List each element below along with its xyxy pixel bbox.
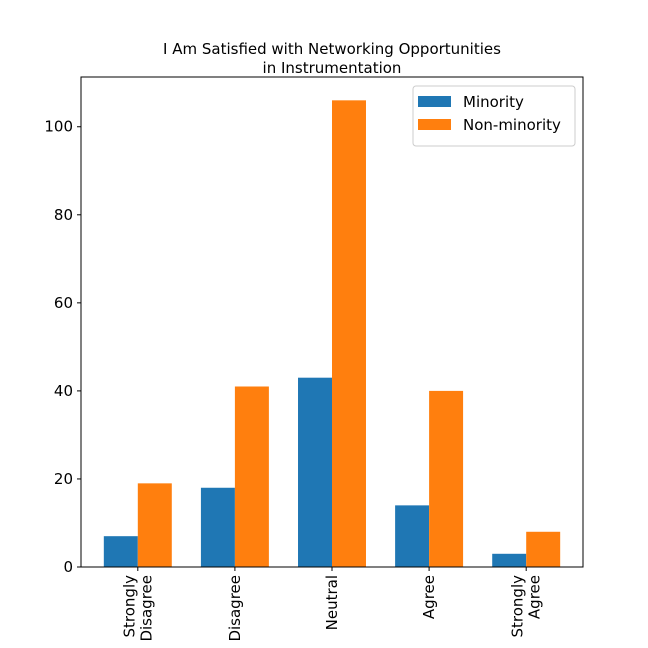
bar bbox=[492, 553, 527, 567]
x-tick-label: Disagree bbox=[226, 575, 244, 642]
x-tick-label: StronglyDisagree bbox=[120, 575, 155, 642]
chart-title: I Am Satisfied with Networking Opportuni… bbox=[163, 40, 501, 58]
bar bbox=[332, 100, 366, 567]
y-tick-label: 100 bbox=[44, 118, 73, 136]
bar bbox=[526, 531, 561, 567]
chart-title: in Instrumentation bbox=[263, 59, 402, 77]
bar bbox=[395, 505, 430, 567]
legend-swatch bbox=[418, 119, 451, 130]
legend-label: Non-minority bbox=[463, 116, 561, 134]
bar bbox=[137, 483, 172, 567]
bar bbox=[429, 390, 464, 567]
x-tick-label: Agree bbox=[420, 575, 438, 619]
legend-swatch bbox=[418, 96, 451, 107]
legend-label: Minority bbox=[463, 93, 524, 111]
y-tick-label: 0 bbox=[63, 558, 73, 576]
bar bbox=[200, 487, 235, 567]
bar bbox=[298, 377, 332, 567]
y-tick-label: 60 bbox=[54, 294, 73, 312]
bar bbox=[234, 386, 269, 567]
y-tick-label: 80 bbox=[54, 206, 73, 224]
legend-box bbox=[412, 85, 576, 147]
bar bbox=[103, 536, 138, 567]
x-tick-label: Neutral bbox=[323, 575, 341, 630]
axes-frame bbox=[80, 76, 584, 568]
y-tick-label: 40 bbox=[54, 382, 73, 400]
x-tick-label: StronglyAgree bbox=[509, 575, 544, 638]
y-tick-label: 20 bbox=[54, 470, 73, 488]
